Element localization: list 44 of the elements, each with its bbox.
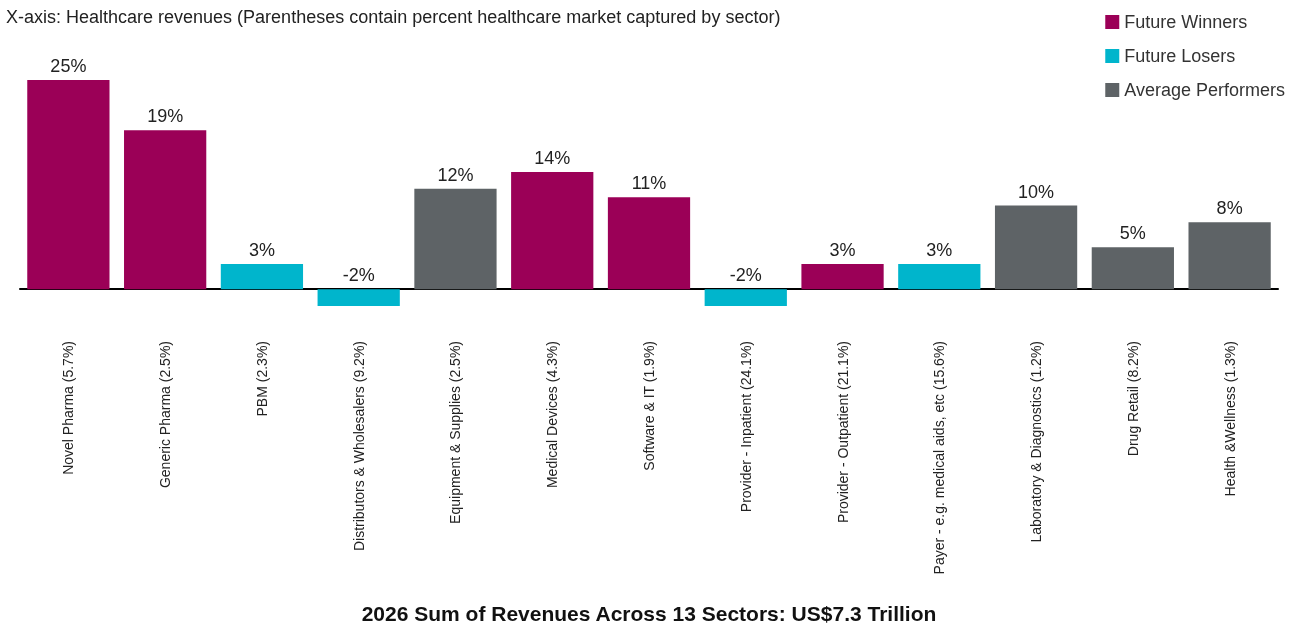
- data-label: 5%: [1119, 223, 1146, 244]
- x-tick-label: Software & IT (1.9%): [641, 341, 657, 471]
- x-tick-label: Equipment & Supplies (2.5%): [447, 341, 464, 524]
- bar: [414, 188, 497, 290]
- data-label: 3%: [829, 240, 856, 261]
- legend-label: Future Losers: [1124, 46, 1236, 66]
- x-tick-label: Novel Pharma (5.7%): [60, 341, 77, 475]
- bar: [220, 264, 304, 290]
- x-tick-label: Generic Pharma (2.5%): [157, 341, 174, 489]
- bar: [124, 130, 207, 290]
- x-tick-label: Health &Wellness (1.3%): [1221, 341, 1238, 497]
- bar: [27, 80, 110, 290]
- x-tick-label: Provider - Outpatient (21.1%): [834, 341, 851, 524]
- bar: [1091, 247, 1174, 290]
- bar: [801, 264, 884, 290]
- bar: [607, 197, 691, 290]
- data-label: 11%: [631, 173, 667, 194]
- bar: [704, 289, 787, 306]
- data-label: 12%: [437, 164, 474, 185]
- data-label: 3%: [248, 240, 275, 261]
- data-label: 3%: [926, 240, 953, 261]
- bar: [1188, 222, 1271, 290]
- bar: [511, 172, 594, 290]
- data-label: 8%: [1216, 198, 1243, 219]
- x-tick-label: PBM (2.3%): [253, 341, 270, 417]
- x-tick-label: Provider - Inpatient (24.1%): [737, 341, 754, 513]
- x-tick-label: Laboratory & Diagnostics (1.2%): [1028, 341, 1045, 543]
- data-label: -2%: [342, 265, 375, 286]
- bar: [898, 264, 981, 290]
- x-tick-label: Medical Devices (4.3%): [544, 341, 561, 489]
- x-tick-label: Drug Retail (8.2%): [1124, 341, 1141, 457]
- legend-label: Average Performers: [1124, 80, 1285, 100]
- data-label: -2%: [729, 265, 762, 286]
- x-tick-label: Distributors & Wholesalers (9.2%): [350, 341, 367, 552]
- data-label: 19%: [147, 106, 184, 127]
- data-label: 10%: [1018, 181, 1055, 202]
- data-label: 25%: [50, 56, 87, 76]
- text: 2026 Sum of Revenues Across 13 Sectors: US$7.3 Trillion: [361, 602, 937, 625]
- x-tick-label: Payer - e.g. medical aids, etc (15.6%): [931, 341, 948, 575]
- legend-label: Future Winners: [1124, 12, 1248, 32]
- bar: [994, 205, 1078, 290]
- data-label: 14%: [534, 148, 571, 169]
- text: X-axis: Healthcare revenues (Parentheses contain percent healthcare market captured by sector): [6, 7, 781, 27]
- bar: [317, 289, 400, 306]
